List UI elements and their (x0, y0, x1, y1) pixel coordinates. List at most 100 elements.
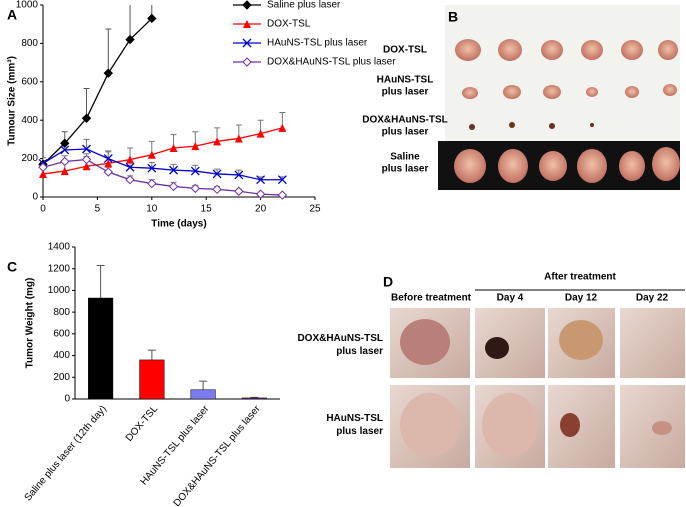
y-tick-label: 200 (21, 153, 38, 164)
bar (139, 359, 165, 400)
marker (147, 163, 157, 173)
series-line (43, 148, 283, 181)
marker (234, 134, 243, 143)
row-label: plus laser (382, 87, 429, 98)
y-tick-label: 200 (53, 372, 70, 383)
row-label: HAuNS-TSL (326, 413, 383, 424)
marker (147, 13, 157, 24)
row-label: plus laser (382, 164, 429, 175)
error-bar (43, 157, 46, 164)
error-bar (83, 88, 90, 119)
marker (82, 144, 91, 154)
marker (60, 138, 70, 148)
column-label: Before treatment (391, 293, 472, 304)
column-label: Day 12 (565, 293, 598, 304)
marker (191, 142, 200, 151)
bar (88, 297, 114, 400)
series-line (43, 158, 283, 196)
legend-label: DOX&HAuNS-TSL plus laser (267, 57, 396, 68)
y-tick-label: 600 (53, 328, 70, 339)
x-tick-label: DOX-TSL (124, 403, 161, 444)
marker (147, 178, 157, 189)
error-bar (105, 150, 112, 159)
x-axis-label: Time (days) (151, 219, 206, 230)
marker (81, 154, 92, 165)
marker (277, 175, 287, 185)
column-group-header: After treatment (544, 272, 616, 283)
error-bar (83, 138, 90, 149)
error-bar (170, 163, 177, 171)
y-tick-label: 0 (32, 192, 38, 203)
marker (38, 162, 48, 172)
marker (234, 170, 244, 180)
marker (169, 144, 178, 153)
marker (169, 165, 179, 175)
legend-label: DOX-TSL (267, 19, 311, 30)
marker (242, 38, 252, 48)
tumor-photos (454, 39, 680, 183)
y-axis-label: Tumour Size (mm³) (7, 56, 18, 146)
marker (125, 34, 135, 45)
marker (212, 169, 222, 179)
marker (126, 155, 135, 164)
panel-label: A (7, 7, 17, 23)
column-label: Day 22 (636, 293, 669, 304)
plot-area (43, 5, 286, 196)
marker (103, 154, 113, 164)
column-label: Day 4 (497, 293, 524, 304)
marker (256, 129, 265, 138)
x-tick-label: Saline plus laser (12th day) (23, 404, 109, 504)
marker (103, 68, 113, 78)
x-tick-label: 0 (40, 204, 46, 215)
marker (243, 20, 251, 28)
bar (190, 389, 216, 400)
marker (256, 175, 266, 185)
marker (60, 167, 69, 176)
error-bar (151, 5, 153, 19)
x-tick-label: 25 (309, 204, 321, 215)
series-line (43, 17, 153, 165)
y-tick-label: 600 (21, 76, 38, 87)
row-label: plus laser (336, 426, 383, 437)
marker (60, 156, 70, 167)
panel-label: C (7, 259, 17, 275)
legend-label: Saline plus laser (267, 0, 341, 11)
marker (242, 57, 252, 67)
x-tick-label: DOX&HAuNS-TSL plus laser (172, 403, 263, 507)
marker (60, 145, 70, 155)
marker (234, 186, 244, 196)
error-bar (199, 380, 208, 390)
marker (39, 169, 47, 178)
error-bar (96, 264, 105, 299)
marker (147, 150, 156, 159)
marker (104, 159, 113, 168)
error-bar (192, 164, 199, 172)
marker (190, 166, 200, 176)
marker (213, 137, 222, 146)
y-tick-label: 1000 (16, 0, 39, 11)
marker (190, 183, 201, 194)
panel-label: D (383, 274, 393, 290)
error-bar (147, 349, 156, 360)
marker (82, 162, 91, 171)
marker (103, 167, 113, 177)
y-axis-label: Tumor Weight (mg) (25, 278, 36, 369)
error-bar (148, 161, 155, 169)
marker (125, 175, 135, 185)
x-tick-label: 5 (95, 204, 101, 215)
y-tick-label: 1400 (48, 242, 71, 253)
row-label: HAuNS-TSL (377, 75, 434, 86)
x-tick-label: 15 (201, 204, 213, 215)
error-bar (105, 28, 112, 74)
y-tick-label: 400 (53, 350, 70, 361)
y-tick-label: 1200 (48, 263, 71, 274)
x-tick-label: 10 (146, 204, 158, 215)
marker (212, 184, 222, 195)
y-tick-label: 800 (21, 38, 38, 49)
marker (278, 123, 287, 132)
series-line (43, 127, 283, 175)
y-tick-label: 1000 (48, 285, 71, 296)
row-label: DOX&HAuNS-TSL (297, 333, 383, 344)
marker (125, 162, 135, 172)
